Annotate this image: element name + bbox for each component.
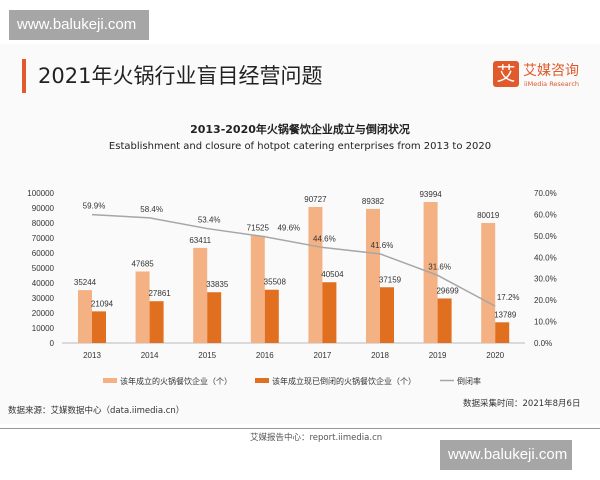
y-tick-label: 50000 — [32, 264, 55, 273]
bar-established-label: 90727 — [304, 195, 327, 204]
bar-closed — [322, 282, 337, 343]
bar-established — [78, 290, 92, 343]
bar-closed — [149, 301, 164, 343]
y-tick-label: 70000 — [32, 234, 55, 243]
x-tick-label: 2015 — [198, 351, 216, 360]
bar-closed-label: 35508 — [264, 278, 287, 287]
logo-icon: 艾 — [493, 61, 519, 87]
bar-established-label: 89382 — [362, 197, 385, 206]
x-tick-label: 2016 — [256, 351, 274, 360]
line-point-label: 44.6% — [313, 234, 336, 243]
bar-established — [481, 222, 496, 343]
y2-tick-label: 40.0% — [534, 253, 557, 262]
bar-closed-label: 21094 — [91, 299, 114, 308]
legend-swatch-established — [103, 378, 117, 383]
bar-established-label: 71525 — [247, 224, 270, 233]
bar-established — [366, 208, 380, 343]
x-tick-label: 2018 — [371, 351, 389, 360]
bar-closed — [207, 292, 222, 343]
bar-established-label: 47685 — [131, 259, 154, 268]
y-tick-label: 10000 — [32, 324, 55, 333]
y-tick-label: 80000 — [32, 219, 55, 228]
bar-established — [193, 247, 208, 343]
y-tick-label: 20000 — [32, 309, 55, 318]
collection-date: 数据采集时间：2021年8月6日 — [463, 399, 581, 409]
bar-closed-label: 33835 — [206, 280, 229, 289]
bar-established-label: 35244 — [74, 278, 97, 287]
line-point-label: 58.4% — [140, 205, 163, 214]
x-tick-label: 2014 — [141, 351, 159, 360]
divider — [0, 428, 600, 429]
chart-title: 2013-2020年火锅餐饮企业成立与倒闭状况 — [190, 123, 410, 136]
y-tick-label: 90000 — [32, 204, 55, 213]
y2-tick-label: 50.0% — [534, 232, 557, 241]
logo-name: 艾媒咨询 — [523, 63, 579, 79]
y2-tick-label: 30.0% — [534, 275, 557, 284]
chart-subtitle: Establishment and closure of hotpot cate… — [108, 141, 492, 152]
y-tick-label: 40000 — [32, 279, 55, 288]
bar-closed-label: 13789 — [494, 310, 517, 319]
watermark-bottom: www.balukeji.com — [440, 440, 572, 470]
report-center: 艾媒报告中心：report.iimedia.cn — [250, 433, 383, 443]
bar-established-label: 93994 — [419, 190, 442, 199]
bar-closed-label: 29699 — [436, 286, 459, 295]
line-point-label: 31.6% — [428, 262, 451, 271]
x-tick-label: 2013 — [83, 351, 101, 360]
line-point-label: 53.4% — [198, 216, 221, 225]
bar-closed — [437, 298, 452, 343]
title-accent — [22, 59, 26, 93]
page-background — [0, 44, 600, 424]
bar-established — [308, 206, 323, 343]
bar-established-label: 63411 — [189, 236, 211, 245]
legend-swatch-closed — [255, 378, 269, 383]
page-title: 2021年火锅行业盲目经营问题 — [38, 64, 323, 88]
logo-sub: iiMedia Research — [524, 80, 580, 88]
watermark-top: www.balukeji.com — [9, 10, 149, 40]
legend-label-rate: 倒闭率 — [457, 376, 481, 386]
y2-tick-label: 10.0% — [534, 318, 557, 327]
bar-closed — [495, 322, 510, 343]
y-tick-label: 100000 — [27, 189, 54, 198]
bar-established — [250, 235, 265, 343]
bar-closed — [264, 289, 279, 343]
y2-tick-label: 20.0% — [534, 296, 557, 305]
line-point-label: 59.9% — [83, 202, 106, 211]
bar-closed-label: 40504 — [321, 270, 344, 279]
line-closure-rate — [91, 213, 496, 307]
data-source: 数据来源：艾媒数据中心（data.iimedia.cn） — [8, 406, 185, 416]
line-point-label: 17.2% — [497, 293, 520, 302]
bar-closed — [380, 287, 394, 343]
legend-label-established: 该年成立的火锅餐饮企业（个） — [120, 376, 232, 386]
x-tick-label: 2020 — [486, 351, 504, 360]
x-tick-label: 2017 — [314, 351, 332, 360]
line-point-label: 41.6% — [371, 241, 394, 250]
bar-closed — [92, 311, 106, 343]
line-point-label: 49.6% — [277, 224, 300, 233]
x-tick-label: 2019 — [429, 351, 447, 360]
bar-established-label: 80019 — [477, 211, 500, 220]
legend-label-closed: 该年成立现已倒闭的火锅餐饮企业（个） — [272, 376, 416, 386]
y2-tick-label: 70.0% — [534, 189, 557, 198]
bar-closed-label: 27861 — [148, 289, 171, 298]
bar-established — [135, 271, 150, 343]
y2-tick-label: 0.0% — [534, 339, 552, 348]
y-tick-label: 30000 — [32, 294, 55, 303]
y-tick-label: 60000 — [32, 249, 55, 258]
y-tick-label: 0 — [50, 339, 55, 348]
bar-closed-label: 37159 — [379, 275, 402, 284]
y2-tick-label: 60.0% — [534, 210, 557, 219]
